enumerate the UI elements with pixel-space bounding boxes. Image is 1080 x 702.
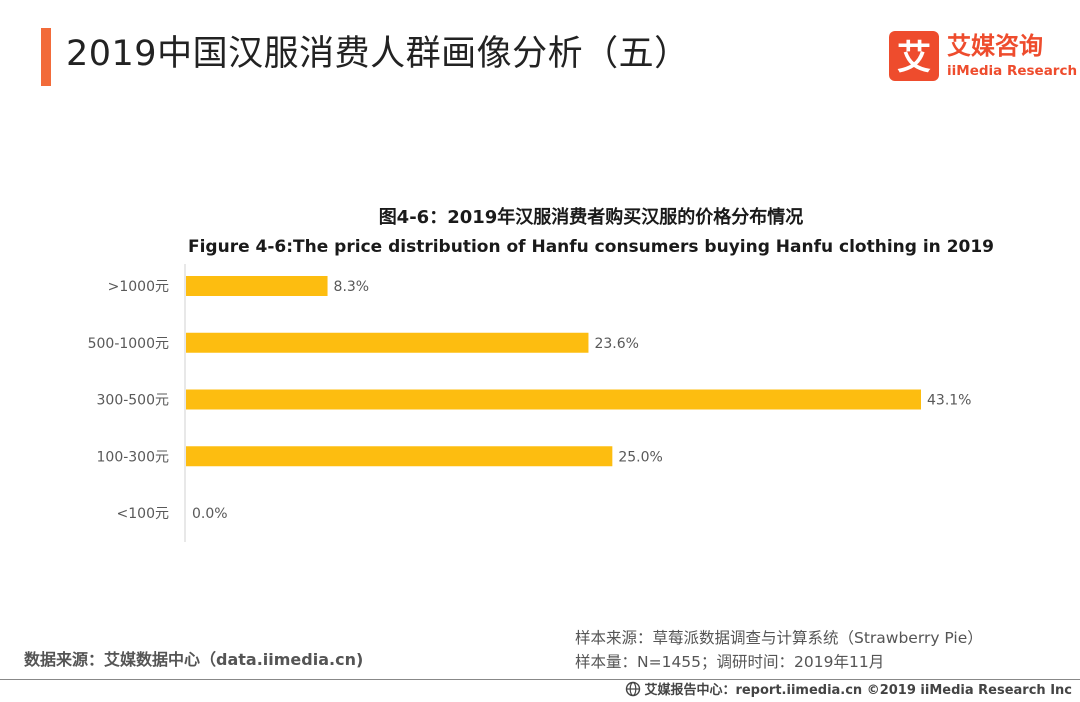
value-label: 25.0% — [618, 449, 662, 465]
category-label: >1000元 — [108, 279, 169, 295]
category-label: 300-500元 — [97, 393, 170, 409]
logo-mark-icon: 艾 — [889, 31, 939, 81]
title-accent-bar — [41, 28, 51, 86]
category-label: 500-1000元 — [88, 336, 169, 352]
copyright-line: 艾媒报告中心：report.iimedia.cn ©2019 iiMedia R… — [625, 681, 1072, 700]
bar — [186, 332, 589, 353]
chart-title: 图4-6：2019年汉服消费者购买汉服的价格分布情况 — [378, 207, 804, 228]
value-label: 23.6% — [594, 336, 638, 352]
page-title: 2019中国汉服消费人群画像分析（五） — [66, 34, 690, 74]
copyright-text: 艾媒报告中心：report.iimedia.cn ©2019 iiMedia R… — [644, 683, 1072, 698]
value-label: 8.3% — [334, 279, 370, 295]
bar — [186, 276, 328, 296]
chart-subtitle: Figure 4-6:The price distribution of Han… — [187, 237, 995, 257]
data-source: 数据来源：艾媒数据中心（data.iimedia.cn) — [24, 650, 364, 669]
value-label: 43.1% — [927, 393, 971, 409]
bar — [186, 389, 921, 410]
footer-divider — [0, 679, 1080, 680]
brand-logo: 艾 艾媒咨询 iiMedia Research — [889, 31, 1077, 83]
logo-glyph: 艾 — [897, 38, 931, 78]
brand-name-cn: 艾媒咨询 — [947, 32, 1043, 60]
category-label: 100-300元 — [97, 449, 170, 465]
sample-source: 样本来源：草莓派数据调查与计算系统（Strawberry Pie） — [575, 629, 983, 647]
value-label: 0.0% — [192, 506, 228, 522]
sample-size: 样本量：N=1455；调研时间：2019年11月 — [575, 653, 885, 671]
brand-name-en: iiMedia Research — [947, 63, 1078, 79]
category-label: <100元 — [117, 506, 169, 522]
bar — [186, 446, 613, 467]
globe-icon — [626, 681, 641, 697]
